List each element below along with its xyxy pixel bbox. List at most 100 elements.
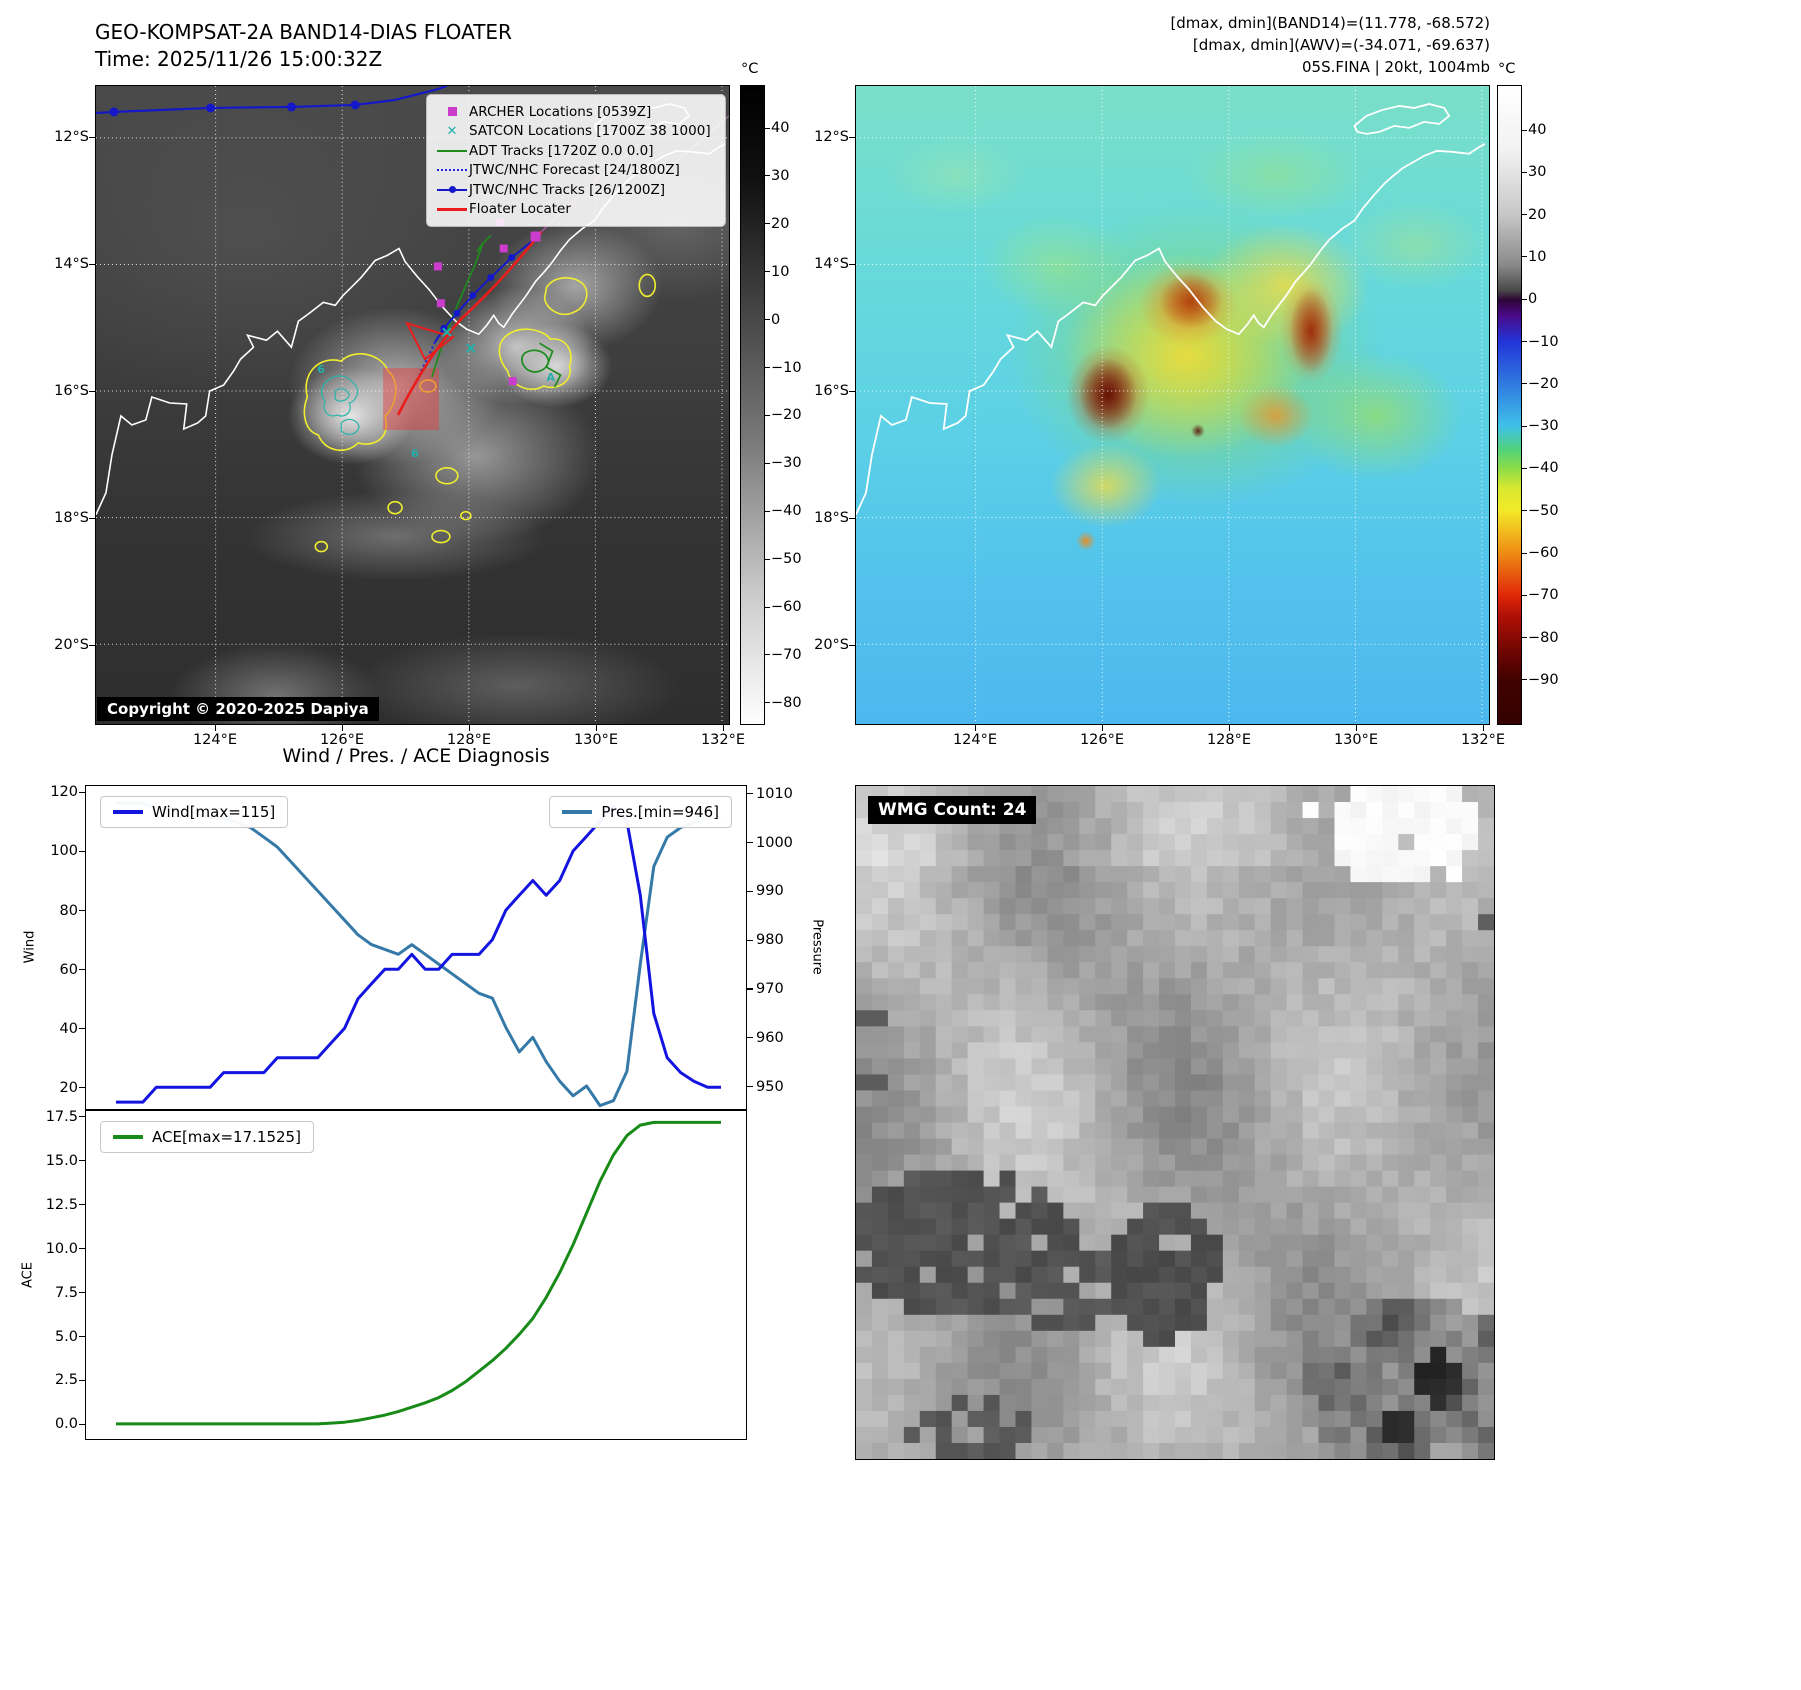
y-tick-mark <box>747 1085 753 1088</box>
lon-tick-label: 126°E <box>319 732 365 748</box>
y-tick-mark <box>79 1204 85 1206</box>
floater-locater-line <box>396 230 543 416</box>
y-tick-label: 60 <box>59 961 78 978</box>
header-line-storm: 05S.FINA | 20kt, 1004mb <box>1302 58 1490 76</box>
lat-tick-label: 20°S <box>54 637 89 653</box>
satellite-timestamp: Time: 2025/11/26 15:00:32Z <box>95 47 383 71</box>
jtwc-track <box>96 86 537 343</box>
y-tick-label: 990 <box>756 883 784 900</box>
legend-label: JTWC/NHC Tracks [26/1200Z] <box>469 181 666 198</box>
legend-label: ARCHER Locations [0539Z] <box>469 103 652 120</box>
y-tick-label: 960 <box>756 1029 784 1046</box>
lat-tick-label: 14°S <box>814 256 849 272</box>
teal-inner-contours <box>321 375 360 435</box>
colorbar-tick-mark <box>765 654 770 656</box>
legend-item: Floater Locater <box>435 200 717 220</box>
colorbar-tick-label: 10 <box>1528 248 1547 265</box>
colorbar-tick-label: −30 <box>771 455 802 472</box>
lat-tick-label: 18°S <box>814 510 849 526</box>
square-glyph <box>447 107 457 117</box>
lon-tick-label: 128°E <box>1206 732 1252 748</box>
lon-tick-label: 128°E <box>446 732 492 748</box>
floater-target-box <box>383 368 439 430</box>
ace-line <box>116 1120 721 1426</box>
lon-tick-mark <box>1228 725 1230 731</box>
lon-tick-mark <box>214 725 216 731</box>
microwave-image <box>856 786 1494 1459</box>
lat-tick-mark <box>89 644 95 646</box>
y-tick-mark <box>79 1335 85 1338</box>
y-tick-label: 12.5 <box>45 1196 78 1213</box>
lat-tick-mark <box>849 136 855 138</box>
colorbar-tick-label: −80 <box>771 694 802 711</box>
y-tick-label: 7.5 <box>54 1284 78 1301</box>
colorbar-tick-label: 30 <box>771 167 790 184</box>
y-tick-label: 0.0 <box>54 1416 78 1433</box>
legend-item: JTWC/NHC Forecast [24/1800Z] <box>435 161 717 181</box>
y-tick-mark <box>747 793 753 795</box>
legend-line-sample <box>113 1135 143 1139</box>
colorbar-tick-mark <box>765 223 770 225</box>
colorbar-tick-mark <box>1522 298 1527 300</box>
grid-lines <box>96 86 729 724</box>
lat-tick-label: 14°S <box>54 256 89 272</box>
colorbar-tick-label: 30 <box>1528 164 1547 181</box>
header-line-awv: [dmax, dmin](AWV)=(-34.071, -69.637) <box>1192 36 1490 54</box>
lat-tick-mark <box>849 390 855 392</box>
wind-axis-label: Wind <box>22 930 38 964</box>
y-tick-mark <box>79 909 85 912</box>
colorbar-tick-mark <box>1522 383 1527 385</box>
lon-tick-mark <box>595 725 597 731</box>
colorbar-tick-label: −40 <box>1528 460 1559 477</box>
colorbar-tick-mark <box>1522 552 1527 554</box>
pressure-line <box>116 801 721 1108</box>
lat-tick-label: 12°S <box>814 129 849 145</box>
y-tick-label: 20 <box>59 1079 78 1096</box>
lon-tick-label: 124°E <box>952 732 998 748</box>
ace-chart: ACE[max=17.1525] <box>85 1110 747 1440</box>
colorbar-tick-label: 20 <box>1528 206 1547 223</box>
colorbar-tick-mark <box>765 462 770 464</box>
colorbar-tick-label: −60 <box>1528 545 1559 561</box>
legend-label: ADT Tracks [1720Z 0.0 0.0] <box>469 142 654 159</box>
legend-item: ARCHER Locations [0539Z] <box>435 102 717 122</box>
line-marker <box>435 149 469 152</box>
colorbar-tick-label: 0 <box>1528 291 1538 308</box>
y-tick-mark <box>747 988 753 990</box>
colorbar-tick-mark <box>765 510 770 512</box>
y-tick-label: 950 <box>756 1078 784 1095</box>
y-tick-mark <box>747 939 753 941</box>
ir-colorbar <box>740 85 765 725</box>
colorbar-tick-mark <box>1522 594 1527 596</box>
colorbar-tick-mark <box>1522 679 1527 681</box>
wind-legend: Wind[max=115] <box>100 796 289 828</box>
square-marker <box>435 107 469 117</box>
y-tick-label: 10.0 <box>45 1240 78 1257</box>
lat-tick-label: 20°S <box>814 637 849 653</box>
lon-tick-label: 126°E <box>1079 732 1125 748</box>
lon-tick-mark <box>468 725 470 731</box>
y-tick-mark <box>79 1160 85 1162</box>
line-marker <box>435 208 469 211</box>
dotted-line-glyph <box>437 169 467 172</box>
y-tick-label: 17.5 <box>45 1108 78 1125</box>
wind-pressure-chart: Wind[max=115] Pres.[min=946] <box>85 785 747 1110</box>
lon-tick-mark <box>1101 725 1103 731</box>
colorbar-tick-mark <box>1522 425 1527 427</box>
colorbar-tick-mark <box>1522 214 1527 216</box>
ace-legend: ACE[max=17.1525] <box>100 1121 314 1153</box>
legend-item: JTWC/NHC Tracks [26/1200Z] <box>435 180 717 200</box>
colorbar-tick-mark <box>1522 129 1527 131</box>
colorbar-tick-label: −80 <box>1528 629 1559 646</box>
y-tick-mark <box>79 1423 85 1426</box>
colorbar-tick-label: −50 <box>1528 502 1559 519</box>
line-glyph <box>437 149 467 152</box>
colorbar-tick-label: −90 <box>1528 671 1559 688</box>
colorbar-tick-label: −10 <box>1528 333 1559 350</box>
lon-tick-label: 130°E <box>573 732 619 748</box>
lon-tick-label: 124°E <box>192 732 238 748</box>
lat-tick-label: 16°S <box>814 383 849 399</box>
y-tick-label: 5.0 <box>54 1328 78 1345</box>
contour-label: A <box>547 371 556 384</box>
